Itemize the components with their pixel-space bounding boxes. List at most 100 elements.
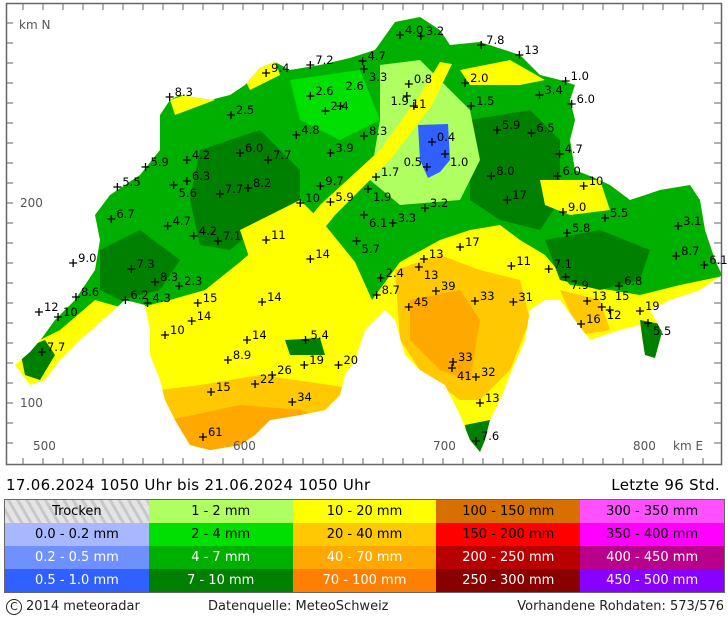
station-marker: 0.4: [427, 130, 455, 146]
cross-icon: [577, 320, 586, 328]
station-marker: 2.4: [376, 266, 404, 282]
station-marker: 3.9: [326, 141, 354, 157]
y-axis-unit: km N: [19, 18, 51, 32]
legend-item: 4 - 7 mm: [148, 546, 293, 569]
station-marker: 4.7: [163, 214, 191, 230]
station-value: 2.4: [386, 266, 404, 280]
cross-icon: [306, 255, 315, 263]
station-marker: 3.1: [674, 214, 701, 230]
cross-icon: [352, 237, 361, 245]
cross-icon: [165, 93, 174, 101]
station-marker: 8.7: [372, 283, 400, 299]
cross-icon: [388, 219, 397, 227]
x-axis-unit: km E: [673, 439, 704, 453]
station-marker: 13: [475, 391, 500, 407]
station-marker: 8.3: [150, 270, 178, 286]
station-value: 34: [297, 390, 312, 404]
axis-ticks: [7, 4, 721, 464]
station-marker: 1.0: [441, 150, 468, 169]
station-marker: 2.5: [226, 103, 254, 119]
station-marker: 2.3: [175, 274, 202, 290]
legend-item: 0.2 - 0.5 mm: [5, 546, 149, 569]
station-value: 6.5: [536, 121, 554, 135]
station-value: 26: [277, 363, 292, 377]
station-marker: 9.4: [262, 61, 289, 77]
cross-icon: [615, 282, 624, 290]
cross-icon: [431, 287, 440, 295]
station-value: 14: [252, 328, 267, 342]
cross-icon: [182, 156, 191, 164]
station-value: 4.3: [153, 291, 171, 305]
cross-icon: [416, 32, 425, 40]
station-marker: 13: [583, 289, 607, 305]
cross-icon: [477, 41, 486, 49]
station-value: 14: [267, 290, 282, 304]
cross-icon: [182, 177, 191, 185]
station-value: 7.3: [136, 257, 154, 271]
cross-icon: [507, 262, 516, 270]
station-value: 8.3: [160, 270, 178, 284]
station-marker: 4.2: [189, 224, 217, 240]
station-marker: 6.2: [121, 288, 149, 304]
station-marker: 3.2: [420, 196, 448, 212]
station-value: 6.0: [577, 92, 595, 106]
station-marker: 7.1: [213, 229, 241, 245]
station-marker: 41: [448, 364, 472, 383]
station-marker: 6.5: [527, 121, 555, 137]
station-marker: 15: [605, 289, 629, 314]
station-value: 45: [414, 295, 429, 309]
station-value: 41: [457, 369, 472, 383]
station-value: 32: [481, 365, 496, 379]
cross-icon: [235, 149, 244, 157]
station-marker: 8.6: [71, 285, 99, 301]
cross-icon: [414, 263, 423, 271]
station-marker: 1.9: [391, 94, 418, 110]
station-marker: 6.0: [567, 92, 595, 108]
cross-icon: [600, 214, 609, 222]
station-value: 6.1: [369, 216, 387, 230]
station-value: 2.3: [184, 274, 202, 288]
station-value: 10: [170, 323, 185, 337]
station-marker: 14: [306, 247, 330, 263]
legend-item: 350 - 400 mm: [580, 523, 724, 546]
station-value: 1.7: [381, 165, 399, 179]
station-value: 11: [516, 254, 531, 268]
station-marker: 8.9: [223, 348, 251, 364]
station-value: 8.2: [253, 176, 271, 190]
station-marker: 7.7: [37, 340, 65, 356]
cross-icon: [121, 296, 130, 304]
cross-icon: [262, 69, 271, 77]
station-value: 5.4: [311, 328, 329, 342]
station-marker: 5.4: [301, 328, 329, 344]
station-marker: 6.1: [700, 253, 728, 269]
station-value: 4.2: [199, 224, 217, 238]
station-value: 31: [518, 290, 533, 304]
station-marker: 14: [187, 309, 211, 325]
station-value: 3.3: [369, 70, 387, 84]
station-marker: 10: [296, 191, 320, 207]
station-value: 4.7: [173, 214, 191, 228]
legend-item: 1 - 2 mm: [148, 500, 293, 523]
cross-icon: [223, 356, 232, 364]
cross-icon: [288, 398, 297, 406]
station-value: 12: [44, 300, 59, 314]
station-value: 9.7: [325, 174, 343, 188]
cross-icon: [563, 229, 572, 237]
station-value: 19: [309, 353, 324, 367]
station-marker: 0.8: [404, 72, 432, 88]
legend-item: 70 - 100 mm: [292, 569, 437, 592]
station-value: 5.5: [122, 175, 140, 189]
station-marker: 7.2: [306, 53, 334, 69]
cross-icon: [558, 208, 567, 216]
cross-icon: [198, 433, 207, 441]
station-marker: 7.3: [127, 257, 155, 273]
station-value: 3.1: [683, 214, 701, 228]
legend-item: 7 - 10 mm: [148, 569, 293, 592]
legend-item: 20 - 40 mm: [292, 523, 437, 546]
station-value: 15: [216, 380, 231, 394]
station-value: 2.6: [315, 84, 333, 98]
cross-icon: [515, 51, 524, 59]
station-value: 7.9: [571, 278, 589, 292]
station-marker: 8.3: [359, 124, 387, 140]
